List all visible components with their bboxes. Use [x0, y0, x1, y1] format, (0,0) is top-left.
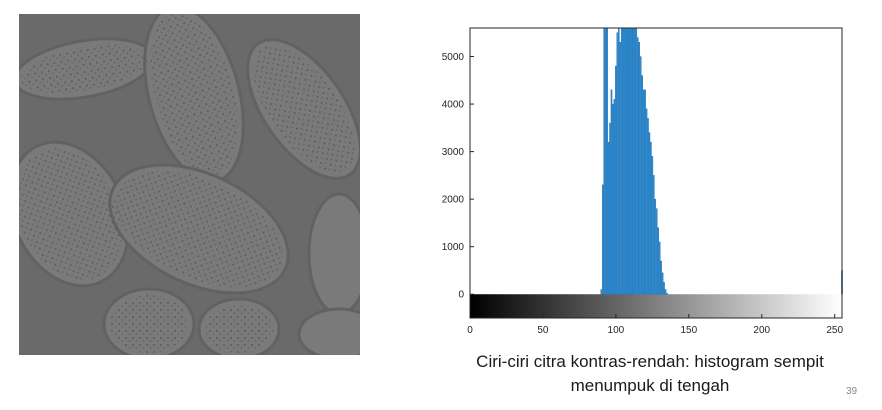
pollen-grains-picture [19, 14, 360, 355]
x-tick-label: 50 [537, 325, 549, 336]
histogram-bar [620, 27, 623, 295]
histogram-bar [618, 27, 620, 295]
x-tick-label: 0 [467, 325, 473, 336]
caption-line-2: menumpuk di tengah [570, 376, 730, 395]
histogram-bar [613, 99, 616, 295]
histogram-bar [629, 27, 632, 295]
slide-caption: Ciri-ciri citra kontras-rendah: histogra… [440, 350, 860, 398]
histogram-bar [650, 141, 652, 295]
histogram-bar [607, 141, 610, 295]
low-contrast-image [19, 14, 360, 355]
histogram-bar [635, 27, 638, 295]
histogram-bar [638, 42, 641, 295]
histogram-bar [609, 122, 611, 295]
histogram-bar [661, 272, 664, 295]
histogram-bar [658, 241, 661, 295]
histogram-bar [631, 27, 633, 295]
x-tick-label: 150 [680, 325, 697, 336]
histogram-bar [636, 37, 639, 295]
histogram-bar [664, 289, 667, 295]
histogram-chart: 0 1000 2000 3000 4000 5000 0 50 100 150 200 250 [432, 22, 852, 342]
x-tick-label: 100 [608, 325, 625, 336]
histogram-bar [601, 184, 604, 295]
histogram-bar [625, 27, 627, 295]
histogram-bar [657, 227, 659, 295]
histogram-svg: 0 1000 2000 3000 4000 5000 0 50 100 150 200 250 [442, 27, 843, 336]
histogram-bar [644, 89, 646, 295]
histogram-bar [639, 56, 642, 295]
histogram-bar [604, 27, 607, 295]
caption-line-1: Ciri-ciri citra kontras-rendah: histogra… [476, 352, 824, 371]
histogram-bar [641, 75, 643, 295]
histogram-bar [619, 42, 622, 295]
histogram-bar [651, 156, 654, 295]
y-tick-label: 4000 [442, 100, 465, 111]
x-tick-label: 250 [826, 325, 843, 336]
y-tick-label: 2000 [442, 195, 465, 206]
page-number: 39 [846, 386, 858, 397]
histogram-bar [655, 208, 658, 295]
grayscale-colorbar [470, 294, 842, 318]
y-tick-label: 0 [458, 290, 464, 301]
histogram-bar [660, 260, 662, 295]
histogram-bar [623, 27, 626, 295]
histogram-bar [634, 27, 636, 295]
histogram-bar [632, 27, 635, 295]
histogram-bar [622, 27, 624, 295]
y-tick-label: 5000 [442, 52, 465, 63]
histogram-bar [645, 108, 648, 295]
histogram-bar [626, 27, 629, 295]
histogram-bar [616, 32, 619, 295]
histogram-bar [653, 175, 655, 295]
histogram-bar [647, 118, 649, 295]
histogram-bar [663, 282, 665, 295]
histogram-bar [610, 89, 613, 295]
histogram-bar [654, 198, 657, 295]
histogram-bar [603, 27, 605, 295]
y-tick-label: 3000 [442, 147, 465, 158]
histogram-bar [606, 27, 608, 295]
y-tick-label: 1000 [442, 242, 465, 253]
histogram-bar [648, 132, 651, 295]
plot-frame [469, 27, 843, 319]
histogram-bar [628, 27, 630, 295]
histogram-bar [612, 103, 614, 295]
histogram-bar [615, 65, 617, 295]
histogram-bar [600, 289, 603, 295]
histogram-bar [642, 89, 645, 295]
x-tick-label: 200 [753, 325, 770, 336]
histogram-bar [666, 293, 668, 295]
